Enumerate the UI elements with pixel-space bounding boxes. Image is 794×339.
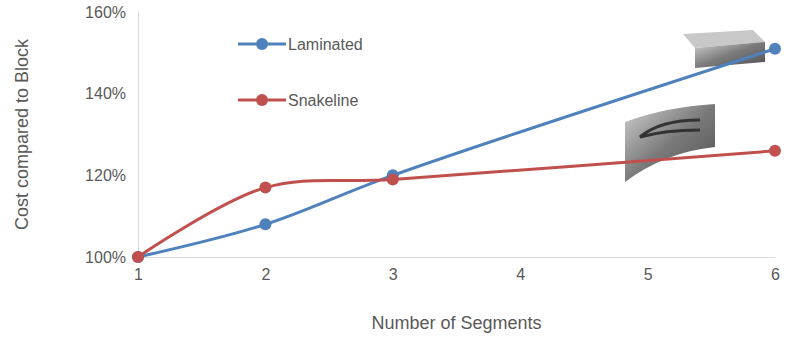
y-tick-label: 160% xyxy=(85,4,126,21)
x-axis-title: Number of Segments xyxy=(371,313,541,333)
legend-marker xyxy=(256,94,268,106)
y-axis-line xyxy=(138,13,139,258)
x-tick: 5 xyxy=(644,257,653,283)
x-axis: 1 2 3 4 5 6 xyxy=(134,257,780,283)
x-axis-line xyxy=(139,257,776,258)
marks xyxy=(132,43,781,263)
snakeline-groove xyxy=(640,120,700,137)
y-tick-label: 140% xyxy=(85,85,126,102)
series-point xyxy=(769,43,781,55)
x-tick-label: 6 xyxy=(771,266,780,283)
y-tick-label: 100% xyxy=(85,249,126,266)
series-point xyxy=(132,251,144,263)
series-point xyxy=(769,145,781,157)
x-tick-label: 2 xyxy=(261,266,270,283)
x-tick-label: 3 xyxy=(389,266,398,283)
y-axis: 100% 120% 140% 160% xyxy=(85,4,138,266)
series-point xyxy=(259,182,271,194)
y-tick: 120% xyxy=(85,167,138,184)
y-tick-label: 120% xyxy=(85,167,126,184)
series-point xyxy=(259,218,271,230)
legend: Laminated Snakeline xyxy=(238,36,363,109)
series-point xyxy=(132,251,144,263)
x-tick: 2 xyxy=(261,257,270,283)
series-line xyxy=(138,151,775,257)
y-tick: 140% xyxy=(85,85,138,102)
y-axis-title: Cost compared to Block xyxy=(12,38,32,230)
chart: 1 2 3 4 5 6 100% 120% 140% 160% Laminated Snakeline… xyxy=(0,0,794,339)
series-point xyxy=(387,173,399,185)
legend-label: Laminated xyxy=(288,36,363,53)
legend-item: Snakeline xyxy=(238,92,358,109)
series-line xyxy=(138,49,775,257)
x-tick: 3 xyxy=(389,257,398,283)
snakeline-icon xyxy=(625,104,715,182)
x-tick: 4 xyxy=(516,257,525,283)
x-tick-label: 1 xyxy=(134,266,143,283)
x-tick-label: 4 xyxy=(516,266,525,283)
x-tick: 6 xyxy=(771,257,780,283)
x-tick-label: 5 xyxy=(644,266,653,283)
y-tick: 100% xyxy=(85,249,138,266)
legend-label: Snakeline xyxy=(288,92,358,109)
y-tick: 160% xyxy=(85,4,138,21)
legend-item: Laminated xyxy=(238,36,363,53)
plot-area: 1 2 3 4 5 6 100% 120% 140% 160% Laminated Snakeline xyxy=(85,4,781,284)
legend-marker xyxy=(256,38,268,50)
